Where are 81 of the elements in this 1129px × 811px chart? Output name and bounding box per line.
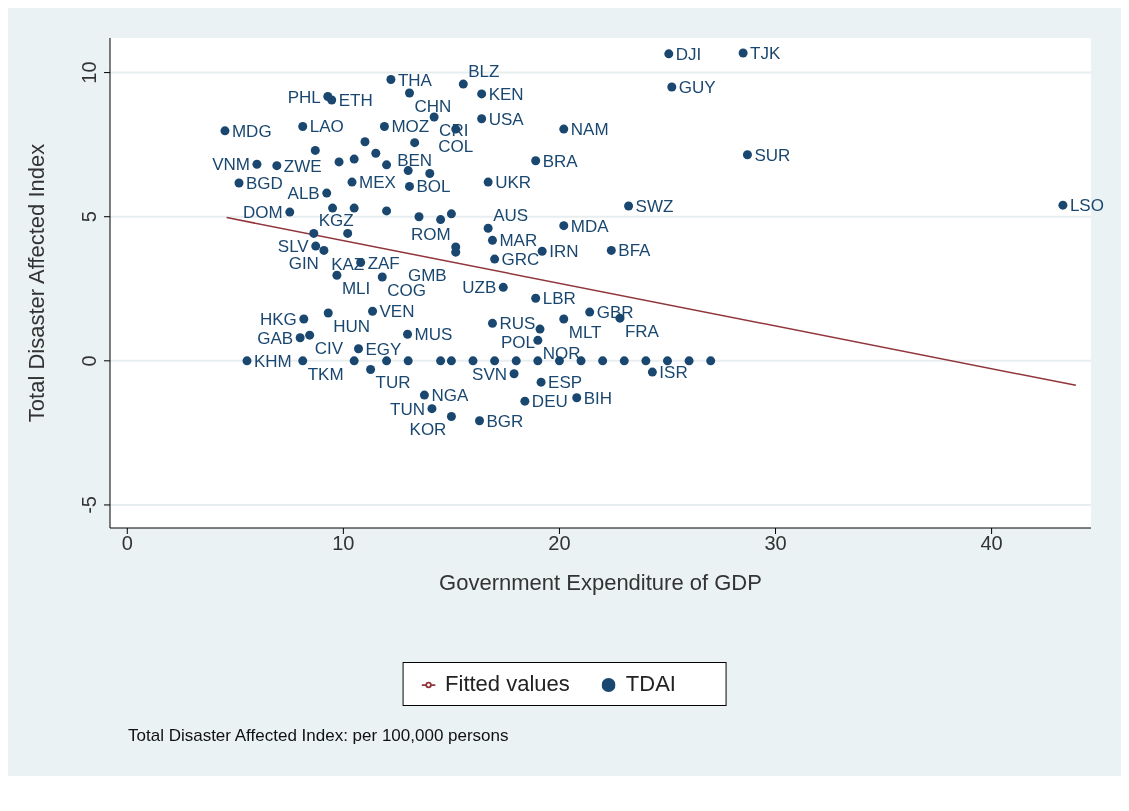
data-label: GRC <box>501 250 540 270</box>
data-label: MDG <box>231 121 272 141</box>
x-tick-label: 40 <box>980 532 1003 555</box>
data-label: HUN <box>333 316 371 336</box>
data-label: TKM <box>307 364 344 384</box>
y-tick-label: -5 <box>78 496 100 514</box>
x-tick-label: 0 <box>121 532 133 555</box>
x-axis-title: Government Expenditure of GDP <box>439 570 762 595</box>
data-label: MOZ <box>391 117 430 137</box>
data-label: ZWE <box>283 156 322 176</box>
data-label: MLI <box>341 279 371 299</box>
y-tick-label: 0 <box>78 355 100 367</box>
data-label: BEN <box>397 150 433 170</box>
data-label: KEN <box>488 84 524 104</box>
data-label: TJK <box>750 43 781 63</box>
data-label: MAR <box>499 231 538 251</box>
data-label: GIN <box>288 254 319 274</box>
data-label: IRN <box>549 242 579 262</box>
data-label: NAM <box>570 120 609 140</box>
y-axis-title: Total Disaster Affected Index <box>23 143 49 423</box>
data-label: HKG <box>259 310 297 330</box>
data-label: MEX <box>359 173 396 193</box>
data-label: ESP <box>548 373 583 393</box>
data-label: BGR <box>486 411 524 431</box>
data-label: AUS <box>493 206 529 226</box>
data-label: SVN <box>472 364 508 384</box>
data-label: SWZ <box>635 197 674 217</box>
data-label: GAB <box>257 328 294 348</box>
data-label: ROM <box>411 224 451 244</box>
data-label: SUR <box>754 145 791 165</box>
data-label: BOL <box>416 177 451 197</box>
data-label: LSO <box>1069 196 1104 216</box>
data-label: ALB <box>287 184 320 204</box>
data-label: POL <box>500 333 535 353</box>
data-label: DEU <box>531 392 568 412</box>
data-label: KOR <box>409 420 447 440</box>
x-tick-label: 10 <box>332 532 355 555</box>
x-tick-label: 30 <box>764 532 787 555</box>
data-label: RUS <box>499 314 536 334</box>
y-tick-label: 5 <box>78 211 100 223</box>
data-label: CIV <box>314 339 344 359</box>
data-label: COG <box>387 280 426 300</box>
legend-label: Fitted values <box>445 671 570 696</box>
data-label: NGA <box>431 386 469 406</box>
data-label: EGY <box>365 339 402 359</box>
data-label: MLT <box>568 323 602 343</box>
data-label: CHN <box>414 97 452 117</box>
text: Total Disaster Affected Index: per 100,000 persons <box>128 726 510 746</box>
data-label: LAO <box>309 117 344 137</box>
data-label: SLV <box>277 237 310 257</box>
data-label: COL <box>438 137 474 157</box>
data-label: PHL <box>287 87 321 107</box>
data-label: TUN <box>390 399 425 419</box>
data-label: KHM <box>253 351 292 371</box>
data-label: GUY <box>678 78 716 97</box>
data-label: KGZ <box>318 211 354 231</box>
data-label: ZAF <box>367 253 400 273</box>
data-label: BRA <box>542 151 579 171</box>
data-label: TUR <box>375 373 411 393</box>
data-label: MDA <box>570 216 610 236</box>
data-label: BIH <box>583 388 613 408</box>
y-tick-label: 10 <box>78 61 100 84</box>
data-label: NOR <box>542 344 581 364</box>
data-label: DJI <box>675 44 702 64</box>
data-label: DOM <box>243 203 283 223</box>
data-label: BGD <box>246 173 283 193</box>
data-label: BFA <box>618 241 652 261</box>
data-label: MUS <box>414 325 453 345</box>
data-label: FRA <box>624 322 660 342</box>
data-label: UZB <box>462 278 497 298</box>
data-label: USA <box>488 109 525 129</box>
data-label: VNM <box>212 155 250 175</box>
data-label: LBR <box>542 289 576 309</box>
data-label: VEN <box>379 302 415 322</box>
x-tick-label: 20 <box>548 532 571 555</box>
data-label: ISR <box>659 363 688 383</box>
legend-label: TDAI <box>625 671 676 696</box>
data-label: BLZ <box>468 62 500 82</box>
data-label: THA <box>397 70 433 90</box>
data-label: ETH <box>338 90 373 110</box>
data-label: UKR <box>495 173 532 193</box>
